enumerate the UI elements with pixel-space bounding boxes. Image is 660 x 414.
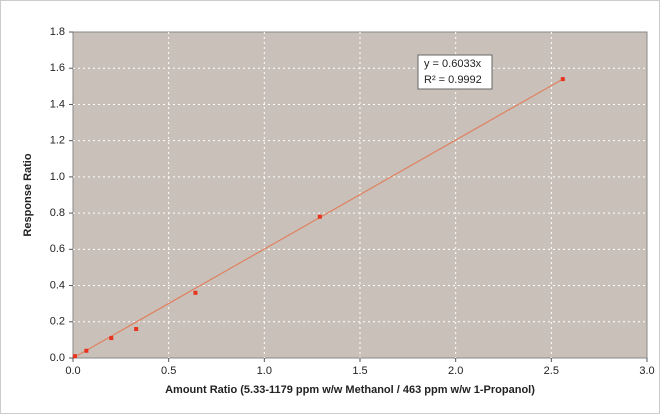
y-axis-label: Response Ratio — [22, 153, 34, 236]
point — [72, 354, 77, 359]
marks — [72, 77, 565, 359]
x-axis-label: Amount Ratio (5.33-1179 ppm w/w Methanol… — [165, 384, 535, 396]
annotation-box — [417, 54, 493, 90]
y-tick-label: 1.2 — [50, 135, 65, 147]
y-tick-label: 0.4 — [50, 279, 65, 291]
y-tick-label: 0.0 — [50, 352, 65, 364]
y-tick-label: 1.6 — [50, 62, 65, 74]
y-tick-label: 1.4 — [50, 98, 65, 110]
point — [84, 348, 89, 353]
point — [193, 290, 198, 295]
point — [109, 336, 114, 341]
x-tick-label: 1.5 — [352, 365, 367, 377]
point — [560, 77, 565, 82]
x-tick-label: 2.0 — [448, 365, 463, 377]
y-tick-label: 0.6 — [50, 243, 65, 255]
point — [317, 214, 322, 219]
y-tick-label: 1.0 — [50, 171, 65, 183]
annotation: R² = 0.9992 — [424, 74, 482, 86]
x-tick-label: 0.5 — [161, 365, 176, 377]
x-tick-label: 1.0 — [257, 365, 272, 377]
grid — [73, 32, 647, 358]
annotation: y = 0.6033x — [424, 58, 482, 70]
x-tick-label: 2.5 — [544, 365, 559, 377]
y-tick-label: 1.8 — [50, 26, 65, 38]
point — [134, 327, 139, 332]
x-tick-label: 0.0 — [65, 365, 80, 377]
x-tick-label: 3.0 — [639, 365, 654, 377]
y-tick-label: 0.2 — [50, 316, 65, 328]
y-tick-label: 0.8 — [50, 207, 65, 219]
